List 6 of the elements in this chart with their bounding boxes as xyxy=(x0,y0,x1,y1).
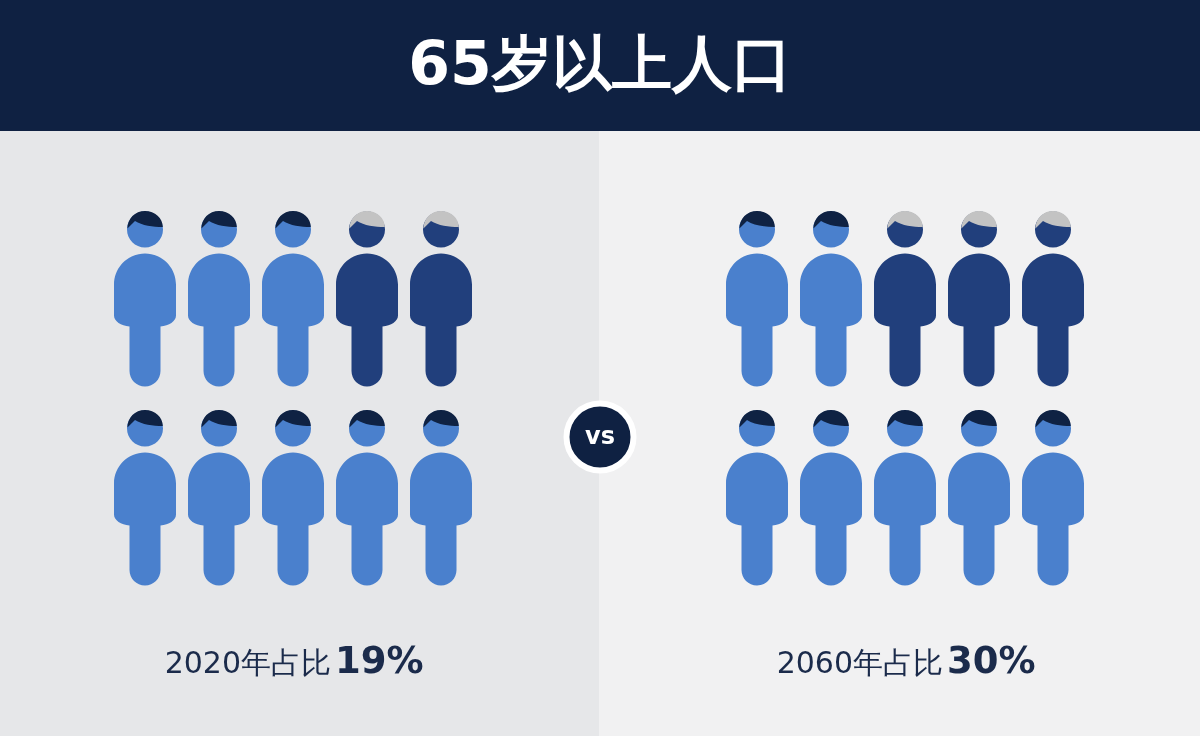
text: vs xyxy=(585,422,615,450)
text: 65岁以上人口 xyxy=(408,28,792,98)
category-label: 2020年占比 xyxy=(164,645,331,680)
data-label: 19% xyxy=(335,639,424,682)
category-label: 2060年占比 xyxy=(776,645,943,680)
data-label: 30% xyxy=(947,639,1036,682)
